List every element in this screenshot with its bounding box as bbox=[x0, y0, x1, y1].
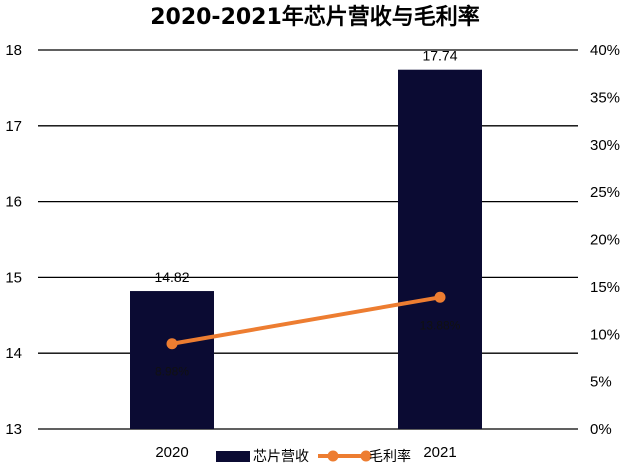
bar-data-label: 17.74 bbox=[422, 48, 457, 64]
legend-label-line: 毛利率 bbox=[369, 448, 411, 465]
right-tick-label: 25% bbox=[590, 184, 620, 201]
legend-label-bar: 芯片营收 bbox=[253, 449, 309, 465]
legend-marker-line bbox=[327, 450, 339, 462]
right-axis-ticks: 0% 5% 10% 15% 20% 25% 30% 35% 40% bbox=[590, 42, 620, 438]
left-tick-label: 13 bbox=[5, 421, 22, 438]
right-tick-label: 30% bbox=[590, 137, 620, 154]
right-tick-label: 0% bbox=[590, 421, 612, 438]
line-point bbox=[434, 291, 446, 303]
right-tick-label: 10% bbox=[590, 326, 620, 343]
line-series: 8.98% 13.88% bbox=[155, 291, 461, 379]
bar bbox=[398, 69, 482, 429]
line-data-label: 8.98% bbox=[155, 365, 189, 379]
chart-title: 2020-2021年芯片营收与毛利率 bbox=[150, 4, 480, 30]
right-tick-label: 15% bbox=[590, 279, 620, 296]
x-axis-labels: 2020 2021 bbox=[155, 444, 456, 461]
left-tick-label: 18 bbox=[5, 42, 22, 59]
bar bbox=[130, 291, 214, 429]
line-point bbox=[166, 338, 178, 350]
bar-data-label: 14.82 bbox=[154, 269, 189, 285]
left-tick-label: 16 bbox=[5, 194, 22, 211]
legend: 芯片营收 毛利率 bbox=[216, 448, 411, 465]
gridlines bbox=[38, 49, 578, 430]
left-tick-label: 15 bbox=[5, 269, 22, 286]
left-tick-label: 14 bbox=[5, 345, 22, 362]
bar-series: 14.82 17.74 bbox=[130, 48, 482, 429]
legend-swatch-bar bbox=[216, 451, 250, 462]
x-tick-label: 2021 bbox=[423, 444, 456, 461]
right-tick-label: 20% bbox=[590, 232, 620, 249]
x-tick-label: 2020 bbox=[155, 444, 188, 461]
right-tick-label: 40% bbox=[590, 42, 620, 59]
legend-marker-line bbox=[360, 450, 372, 462]
left-axis-ticks: 13 14 15 16 17 18 bbox=[5, 42, 22, 438]
line-path bbox=[171, 295, 441, 346]
line-data-label: 13.88% bbox=[420, 318, 461, 332]
right-tick-label: 5% bbox=[590, 374, 612, 391]
right-tick-label: 35% bbox=[590, 89, 620, 106]
left-tick-label: 17 bbox=[5, 118, 22, 135]
